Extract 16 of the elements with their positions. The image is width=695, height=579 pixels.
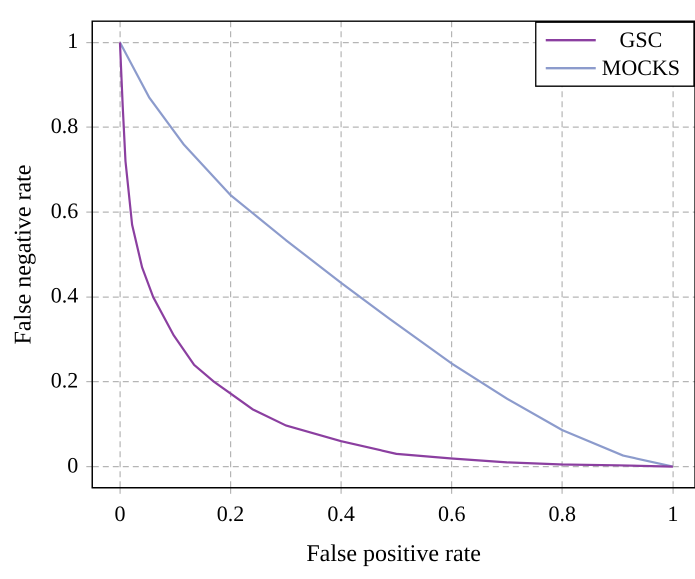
x-tick-label: 1 bbox=[667, 500, 678, 526]
y-tick-label: 0.8 bbox=[50, 113, 78, 138]
y-tick-label: 0.6 bbox=[50, 198, 78, 223]
x-tick-label: 0.6 bbox=[438, 500, 466, 526]
x-tick-label: 0 bbox=[114, 500, 126, 526]
x-axis-title: False positive rate bbox=[306, 540, 481, 567]
x-tick-label: 0.8 bbox=[548, 500, 576, 526]
y-tick-label: 1 bbox=[67, 28, 78, 54]
x-tick-label: 0.2 bbox=[216, 500, 244, 526]
legend-label: MOCKS bbox=[602, 54, 680, 80]
y-tick-label: 0.2 bbox=[50, 368, 78, 393]
x-tick-label: 0.4 bbox=[327, 500, 355, 526]
y-axis-title: False negative rate bbox=[10, 164, 37, 344]
y-tick-label: 0 bbox=[67, 452, 78, 478]
y-tick-label: 0.4 bbox=[50, 282, 78, 308]
legend-label: GSC bbox=[619, 26, 662, 52]
